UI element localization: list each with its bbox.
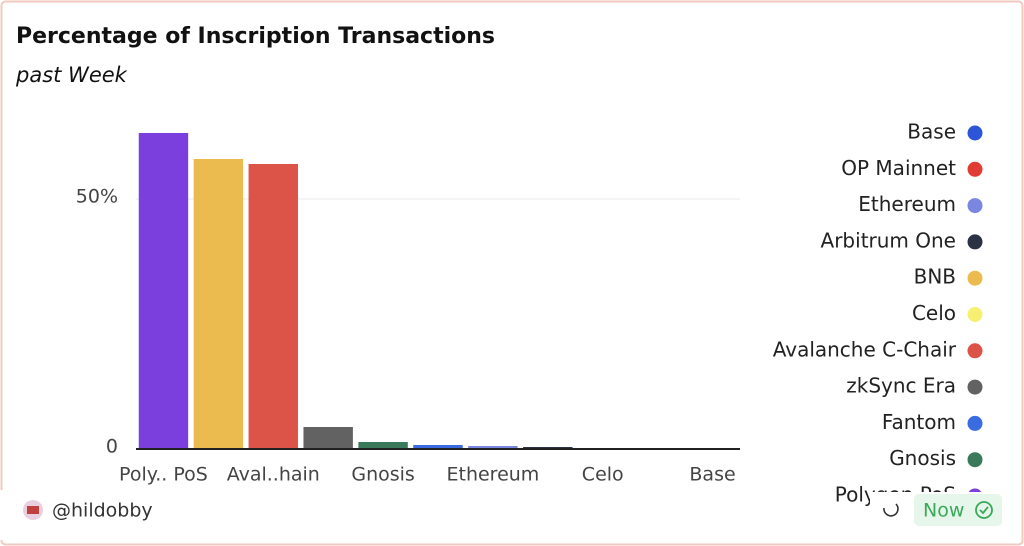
x-tick-label: Celo [582, 464, 624, 486]
legend-swatch [967, 452, 983, 468]
plot: 0 50% Poly.. PoS Aval..hain Gnosis Ethereum Ce… [76, 133, 740, 486]
y-tick-label: 0 [106, 436, 118, 458]
bar [358, 442, 408, 449]
legend-swatch [967, 307, 983, 322]
legend-label: BNB [914, 265, 956, 289]
badge-text: Now [923, 500, 964, 522]
legend-swatch [967, 125, 983, 141]
author[interactable]: @hildobby [52, 500, 153, 522]
legend-label: zkSync Era [846, 374, 956, 398]
legend-label: Ethereum [858, 192, 956, 216]
legend-swatch [967, 379, 983, 395]
x-tick-label: Aval..hain [227, 464, 320, 486]
x-tick-label: Poly.. PoS [119, 464, 208, 486]
bar [413, 445, 463, 449]
badge-bg[interactable] [914, 494, 1002, 526]
legend-swatch [967, 415, 983, 431]
bar [468, 446, 518, 449]
x-tick-label: Ethereum [446, 464, 539, 486]
x-tick-label: Gnosis [351, 464, 414, 486]
badge-icon [975, 501, 993, 519]
legend-swatch [967, 234, 983, 250]
legend-label: Gnosis [889, 446, 956, 470]
legend-swatch [967, 161, 983, 177]
legend-label: Arbitrum One [821, 228, 956, 252]
avatar-art [27, 506, 39, 514]
legend-swatch [967, 343, 983, 359]
legend-label: OP Mainnet [841, 156, 956, 180]
legend-label: Base [907, 120, 956, 144]
bar [303, 427, 353, 449]
badge-check [979, 506, 989, 515]
legend-swatch [967, 270, 983, 286]
footer-bg [0, 490, 760, 540]
x-tick-label: Base [689, 464, 735, 486]
legend-label: Avalanche C-Chair [773, 337, 957, 361]
chart-title: Percentage of Inscription Transactions [16, 24, 495, 49]
legend-label: Celo [912, 301, 956, 325]
bar [193, 159, 244, 449]
refresh-icon[interactable] [883, 503, 899, 517]
bar [138, 133, 189, 449]
legend-swatch [967, 198, 983, 214]
bar [248, 164, 298, 449]
legend-label: Fantom [882, 410, 956, 434]
chart-subtitle: past Week [15, 63, 128, 87]
y-tick-label: 50% [76, 186, 118, 208]
